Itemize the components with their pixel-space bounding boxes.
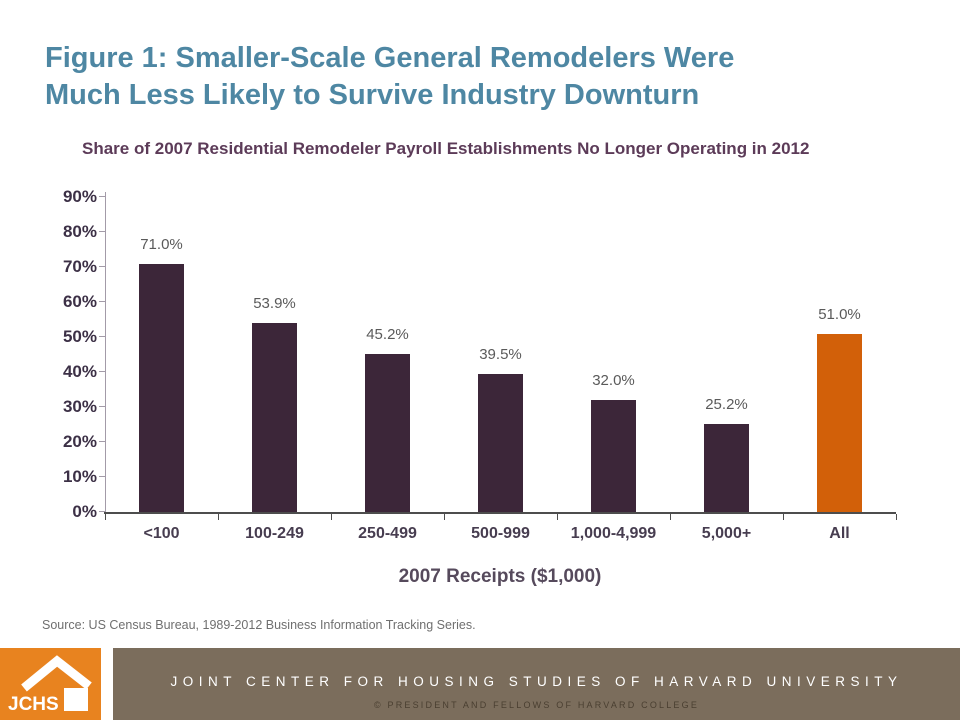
y-axis-tick xyxy=(99,301,105,302)
footer-copyright: © PRESIDENT AND FELLOWS OF HARVARD COLLE… xyxy=(373,700,700,710)
y-axis-label: 10% xyxy=(62,467,97,486)
bar-value-label: 51.0% xyxy=(818,305,861,323)
bar-All xyxy=(817,333,862,512)
x-axis-category-label: All xyxy=(829,525,850,542)
source-note: Source: US Census Bureau, 1989-2012 Busi… xyxy=(42,618,476,632)
y-axis-tick xyxy=(99,196,105,197)
x-axis-category-label: 1,000-4,999 xyxy=(570,525,657,542)
y-axis-label: 0% xyxy=(72,502,97,521)
bar-<100 xyxy=(139,263,184,512)
y-axis-label: 60% xyxy=(62,292,97,311)
y-axis-label: 80% xyxy=(62,222,97,241)
bar-100-249 xyxy=(252,323,297,512)
bar-250-499 xyxy=(365,353,410,512)
x-axis-category-label: 500-999 xyxy=(471,525,530,542)
y-axis-tick xyxy=(99,266,105,267)
bar-value-label: 45.2% xyxy=(366,325,409,343)
y-axis-tick xyxy=(99,371,105,372)
bar-value-label: 39.5% xyxy=(479,345,522,363)
bar-value-label: 53.9% xyxy=(253,295,296,313)
y-axis-line xyxy=(105,192,106,512)
x-axis-tick xyxy=(557,514,558,520)
y-axis-label: 30% xyxy=(62,397,97,416)
bar-value-label: 32.0% xyxy=(592,372,635,389)
x-axis-line xyxy=(104,512,896,514)
x-axis-tick xyxy=(444,514,445,520)
x-axis-title: 2007 Receipts ($1,000) xyxy=(398,566,602,587)
footer-org-name: JOINT CENTER FOR HOUSING STUDIES OF HARV… xyxy=(170,674,903,689)
figure-title: Figure 1: Smaller-Scale General Remodele… xyxy=(45,40,734,114)
y-axis-label: 50% xyxy=(62,327,97,346)
bar-1,000-4,999 xyxy=(591,400,636,512)
y-axis-label: 70% xyxy=(62,257,97,276)
x-axis-tick xyxy=(105,514,106,520)
bar-5,000+ xyxy=(704,423,749,512)
jchs-house-icon: JCHS xyxy=(8,655,92,715)
footer-bar: JOINT CENTER FOR HOUSING STUDIES OF HARV… xyxy=(113,648,960,720)
x-axis-tick xyxy=(783,514,784,520)
figure-title-line1: Figure 1: Smaller-Scale General Remodele… xyxy=(45,42,735,74)
bar-500-999 xyxy=(478,373,523,512)
x-axis-tick xyxy=(218,514,219,520)
x-axis-tick xyxy=(896,514,897,520)
chart-subtitle: Share of 2007 Residential Remodeler Payr… xyxy=(82,139,810,158)
bar-value-label: 71.0% xyxy=(140,235,183,253)
y-axis-tick xyxy=(99,231,105,232)
y-axis-tick xyxy=(99,476,105,477)
x-axis-tick xyxy=(331,514,332,520)
figure-title-line2: Much Less Likely to Survive Industry Dow… xyxy=(45,79,700,111)
y-axis-tick xyxy=(99,406,105,407)
jchs-logo: JCHS xyxy=(0,648,101,720)
y-axis-label: 20% xyxy=(62,432,97,451)
y-axis-label: 40% xyxy=(62,362,97,381)
x-axis-category-label: 250-499 xyxy=(358,525,417,542)
y-axis-tick xyxy=(99,336,105,337)
jchs-logo-text: JCHS xyxy=(8,694,59,715)
y-axis-label: 90% xyxy=(62,187,97,206)
bar-value-label: 25.2% xyxy=(705,395,748,413)
x-axis-category-label: <100 xyxy=(143,525,180,542)
x-axis-category-label: 5,000+ xyxy=(701,525,752,542)
y-axis-tick xyxy=(99,511,105,512)
y-axis-tick xyxy=(99,441,105,442)
x-axis-category-label: 100-249 xyxy=(245,525,304,542)
x-axis-tick xyxy=(670,514,671,520)
